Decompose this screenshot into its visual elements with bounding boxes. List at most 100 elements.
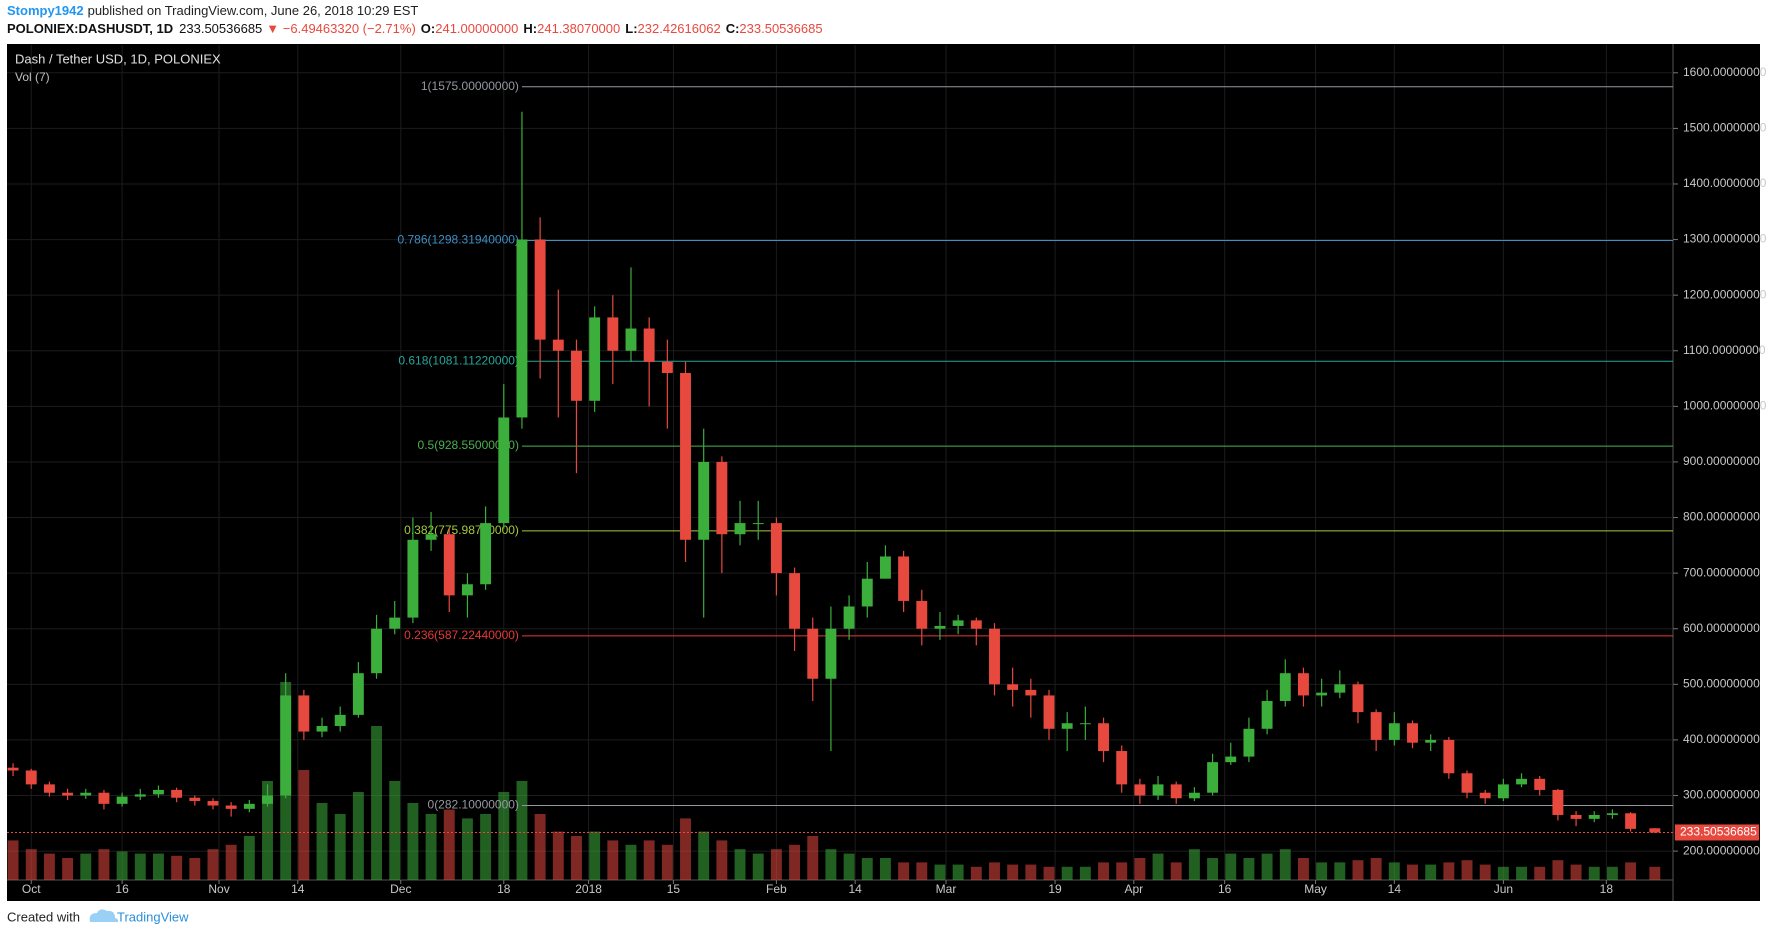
volume-bar xyxy=(734,849,746,880)
candle-body xyxy=(1606,813,1618,815)
candle-body xyxy=(207,801,219,806)
x-tick-label: 16 xyxy=(115,882,129,896)
volume-bar xyxy=(643,840,655,880)
candle-body xyxy=(571,350,582,401)
candle-body xyxy=(1261,700,1273,729)
candle-body xyxy=(1043,695,1055,729)
candle-body xyxy=(243,803,255,809)
fib-label: 0.236(587.22440000) xyxy=(404,628,519,642)
candle-body xyxy=(1225,756,1237,763)
candle-body xyxy=(1297,673,1309,696)
volume-bar xyxy=(1516,866,1527,880)
candle-body xyxy=(480,523,492,585)
y-tick-label: 700.00000000 xyxy=(1683,565,1760,579)
candle-body xyxy=(1461,773,1473,793)
volume-bar xyxy=(770,849,782,880)
x-tick-label: Feb xyxy=(766,882,787,896)
volume-bar xyxy=(1079,866,1091,880)
volume-bar xyxy=(752,853,764,880)
candle-body xyxy=(1116,751,1128,785)
volume-bar xyxy=(1552,860,1564,880)
candle-body xyxy=(443,534,455,596)
volume-bar xyxy=(498,792,510,880)
volume-bar xyxy=(1152,853,1164,880)
volume-bar xyxy=(316,803,328,880)
axes: 200.00000000 300.00000000 400.00000000 500.… xyxy=(22,65,1767,896)
candle-body xyxy=(789,573,801,629)
volume-bar xyxy=(1007,864,1019,880)
volume-bar xyxy=(334,814,346,880)
brand-logo xyxy=(89,909,119,922)
volume-bar xyxy=(898,862,910,880)
volume-bar xyxy=(62,858,74,880)
candle-body xyxy=(879,556,891,579)
y-tick-label: 1400.00000000 xyxy=(1683,176,1767,190)
volume-bar xyxy=(807,836,819,880)
candle-body xyxy=(716,461,728,535)
y-tick-label: 1600.00000000 xyxy=(1683,65,1767,79)
candle-body xyxy=(389,617,401,629)
fib-label: 0.786(1298.31940000) xyxy=(397,233,518,247)
volume-bar xyxy=(443,809,455,880)
candle-body xyxy=(80,792,92,796)
volume-bar xyxy=(1225,853,1237,880)
footer-brand[interactable]: TradingView xyxy=(117,909,189,924)
y-tick-label: 800.00000000 xyxy=(1683,510,1760,524)
volume-bar xyxy=(407,803,419,880)
volume-bar xyxy=(1261,853,1273,880)
candle-body xyxy=(607,317,619,351)
volume-bar xyxy=(98,849,110,880)
volume-bar xyxy=(371,726,383,880)
volume-bar xyxy=(1479,864,1491,880)
fib-label: 0.5(928.55000000) xyxy=(418,438,519,452)
candle-body xyxy=(643,328,655,362)
ohlc-value: 233.50536685 xyxy=(739,21,822,36)
volume-bar xyxy=(680,818,691,880)
chart-background xyxy=(7,44,1760,901)
header-line-1: Stompy1942 published on TradingView.com, … xyxy=(7,3,418,18)
y-tick-label: 1100.00000000 xyxy=(1683,343,1766,357)
volume-bar xyxy=(1279,849,1291,880)
author[interactable]: Stompy1942 xyxy=(7,3,84,18)
fib-label: 0.618(1081.11220000) xyxy=(398,353,519,367)
volume-bar xyxy=(970,866,982,880)
candle-body xyxy=(1588,814,1600,819)
ohlc: O:241.00000000 H:241.38070000 L:232.426160… xyxy=(421,21,823,36)
candle-body xyxy=(498,417,510,524)
candle-body xyxy=(770,523,782,574)
volume-bar xyxy=(352,792,364,880)
candle-body xyxy=(1279,673,1291,701)
volume-bar xyxy=(825,849,837,880)
candle-body xyxy=(843,606,855,629)
candle-body xyxy=(371,628,383,674)
volume-bar xyxy=(1098,862,1109,880)
candle-body xyxy=(989,628,1000,685)
x-tick-label: 14 xyxy=(291,882,305,896)
candle-body xyxy=(1625,813,1637,829)
candle-body xyxy=(861,578,873,607)
volume-bar xyxy=(1588,866,1600,880)
volume-bar xyxy=(1425,864,1437,880)
volume-bar xyxy=(425,814,437,880)
candle-body xyxy=(698,461,710,540)
candle-body xyxy=(1425,739,1437,743)
volume-bar xyxy=(1534,866,1546,880)
fib-label: 1(1575.00000000) xyxy=(421,79,519,93)
candle-body xyxy=(1316,692,1328,696)
last-price: 233.50536685 xyxy=(179,21,262,36)
volume-bar xyxy=(571,836,582,880)
price-change: ▼ −6.49463320 (−2.71%) xyxy=(266,21,415,36)
volume-bar xyxy=(7,840,19,880)
candle-body xyxy=(1188,792,1200,799)
ohlc-label: L: xyxy=(625,21,637,36)
volume-bar xyxy=(1025,864,1037,880)
candle-body xyxy=(262,795,273,804)
ohlc-label: H: xyxy=(523,21,537,36)
volume-bar xyxy=(861,858,873,880)
volume-bar xyxy=(1316,862,1328,880)
volume-bar xyxy=(1297,858,1309,880)
candle-body xyxy=(7,767,19,771)
volume-bar xyxy=(607,840,619,880)
volume-bar xyxy=(1352,860,1364,880)
